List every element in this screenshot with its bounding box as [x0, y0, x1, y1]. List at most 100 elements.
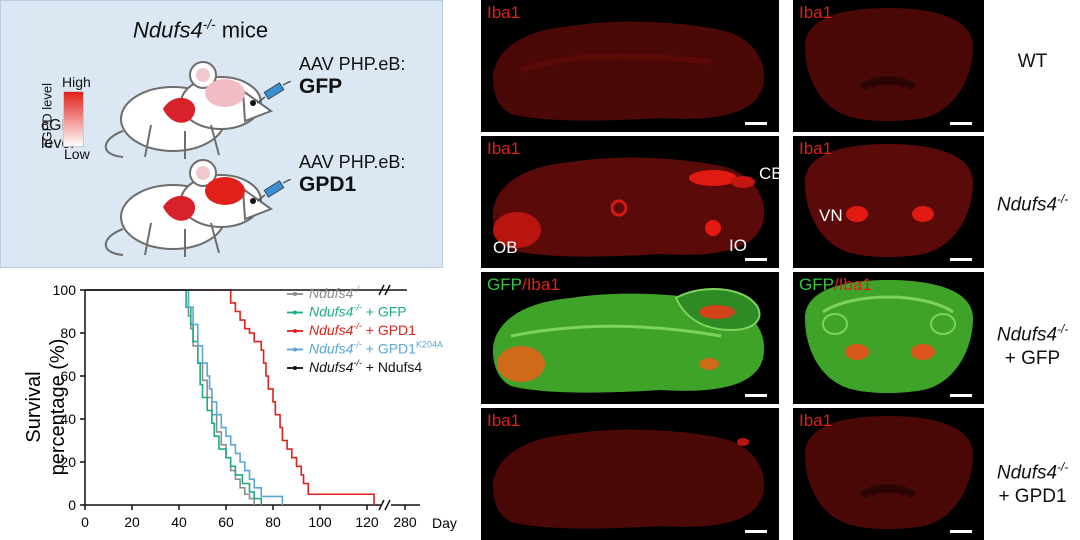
- row-label-gfp-suffix: + GFP: [1004, 348, 1061, 370]
- x-tick-label: 60: [218, 514, 234, 530]
- panel-wt-coronal: Iba1: [793, 0, 984, 132]
- panel-gpd1-sagittal: Iba1: [481, 408, 779, 540]
- scale-bar: [745, 394, 767, 397]
- syringe-gfp: [257, 81, 292, 104]
- syringe-gpd1: [257, 179, 292, 202]
- survival-curve-3: [85, 289, 284, 505]
- y-tick-label: 60: [60, 368, 76, 384]
- y-axis-label: Survival percentage (%): [23, 339, 69, 476]
- region-label-ob: OB: [493, 238, 518, 257]
- survival-chart: Survival percentage (%) 0 20 40 60 80 100 0 20…: [23, 282, 457, 531]
- row-label-gfp: Ndufs4-/- + GFP: [985, 318, 1080, 371]
- row-label-gpd1: Ndufs4-/- + GPD1: [985, 456, 1080, 509]
- y-tick-label: 100: [53, 282, 77, 298]
- legend-marker: [293, 329, 297, 333]
- row-label-gfp-gene: Ndufs4: [996, 324, 1058, 346]
- panel-ko-coronal-label: Iba1: [799, 139, 833, 158]
- legend-marker: [293, 310, 297, 315]
- gradient-axis-text: cGPD level: [39, 82, 55, 149]
- schematic-title-gene: Ndufs4: [133, 17, 203, 43]
- schematic-title-sup: -/-: [202, 17, 216, 32]
- panel-wt-sagittal: Iba1: [481, 0, 779, 132]
- mouse-gpd1-illustration: [104, 159, 274, 257]
- panel-gpd1-coronal: Iba1: [793, 408, 984, 540]
- x-tick-label: 120: [355, 514, 379, 530]
- legend-marker: [293, 347, 297, 352]
- y-tick-label: 20: [60, 454, 76, 470]
- legend-marker: [293, 292, 297, 296]
- label-gfp: GFP: [487, 275, 522, 294]
- legend-entry: Ndufs4-/-: [309, 284, 362, 301]
- label-iba1: Iba1: [838, 275, 872, 294]
- panel-gfp-coronal: GFP/Iba1: [793, 272, 984, 404]
- y-tick-label: 80: [60, 325, 76, 341]
- scale-bar: [950, 394, 972, 397]
- survival-curve-2: [85, 289, 375, 505]
- panel-gpd1-sagittal-label: Iba1: [487, 411, 521, 430]
- legend-entry: Ndufs4-/- + GFP: [309, 303, 407, 320]
- gradient-low-label: Low: [64, 146, 90, 162]
- injection-gpd1-line2: GPD1: [299, 173, 357, 196]
- x-axis-break-mark: [378, 499, 385, 511]
- y-axis-label-line2: percentage (%): [47, 339, 69, 476]
- panel-gpd1-coronal-label: Iba1: [799, 411, 833, 430]
- x-tick-label: 20: [124, 514, 140, 530]
- scale-bar: [745, 122, 767, 125]
- schematic-panel: Ndufs4-/- mice cGPD level cGPD level Hig…: [0, 0, 443, 268]
- x-tick-label: 280: [393, 514, 417, 530]
- gradient-high-label: High: [62, 74, 91, 90]
- x-axis-break-mark: [384, 499, 391, 511]
- panel-ko-coronal: Iba1 VN: [793, 136, 984, 268]
- legend-entry: Ndufs4-/- + Ndufs4: [309, 358, 422, 375]
- survival-curve-1: [85, 289, 263, 505]
- cgpd-gradient-bar: [63, 91, 84, 147]
- scale-bar: [745, 258, 767, 261]
- survival-curve-0: [85, 289, 255, 505]
- row-label-wt: WT: [1017, 51, 1048, 72]
- legend-entry: Ndufs4-/- + GPD1K204A: [309, 340, 443, 357]
- panel-gfp-sagittal: GFP/Iba1: [481, 272, 779, 404]
- y-axis-label-line1: Survival: [23, 371, 45, 442]
- panel-ko-sagittal-label: Iba1: [487, 139, 521, 158]
- label-gfp: GFP: [799, 275, 834, 294]
- region-label-io: IO: [729, 236, 747, 255]
- row-label-gpd1-gene: Ndufs4: [996, 462, 1058, 484]
- injection-gfp-line1: AAV PHP.eB:: [299, 54, 406, 74]
- region-label-cb: CB: [759, 164, 779, 183]
- legend-entry: Ndufs4-/- + GPD1: [309, 321, 416, 338]
- panel-gfp-sagittal-label: GFP/Iba1: [487, 275, 560, 295]
- x-tick-label: 80: [265, 514, 281, 530]
- panel-wt-coronal-label: Iba1: [799, 3, 833, 22]
- row-label-ko-gene: Ndufs4: [996, 194, 1058, 216]
- row-label-ko: Ndufs4-/-: [985, 188, 1080, 217]
- row-label-gpd1-suffix: + GPD1: [998, 486, 1067, 508]
- row-label-gpd1-sup: -/-: [1057, 461, 1069, 474]
- injection-gpd1-line1: AAV PHP.eB:: [299, 152, 406, 172]
- scale-bar: [950, 122, 972, 125]
- panel-gfp-coronal-label: GFP/Iba1: [799, 275, 872, 295]
- schematic-title: Ndufs4-/- mice: [133, 17, 268, 43]
- panel-ko-sagittal: Iba1 CB OB IO: [481, 136, 779, 268]
- x-axis-unit: Day: [432, 515, 457, 531]
- scale-bar: [950, 530, 972, 533]
- y-ticks: 0 20 40 60 80 100: [53, 282, 85, 513]
- x-ticks: 0 20 40 60 80 100 120 280: [81, 505, 417, 530]
- y-tick-label: 40: [60, 411, 76, 427]
- mouse-gfp-illustration: [104, 61, 274, 159]
- panel-wt-sagittal-label: Iba1: [487, 3, 521, 22]
- region-label-vn: VN: [819, 206, 843, 225]
- row-label-gfp-sup: -/-: [1057, 323, 1069, 336]
- label-slash: /: [833, 275, 839, 294]
- schematic-title-rest: mice: [215, 17, 269, 43]
- label-iba1: Iba1: [526, 275, 560, 294]
- label-slash: /: [521, 275, 527, 294]
- x-tick-label: 40: [171, 514, 187, 530]
- legend-marker: [293, 366, 297, 370]
- y-tick-label: 0: [68, 497, 76, 513]
- scale-bar: [950, 258, 972, 261]
- injection-gfp-line2: GFP: [299, 75, 343, 98]
- x-tick-label: 0: [81, 514, 89, 530]
- survival-curves: [85, 289, 407, 505]
- scale-bar: [745, 530, 767, 533]
